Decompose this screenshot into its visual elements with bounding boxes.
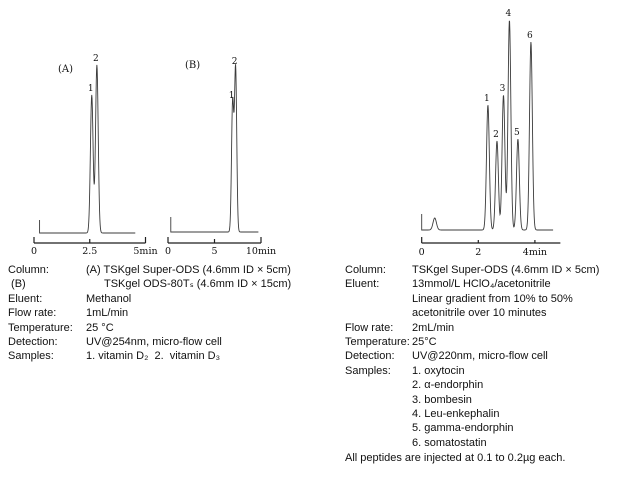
x-tick-label-a: 2.5: [82, 246, 97, 257]
condition-row-sample-2: 2. α-endorphin: [345, 378, 631, 392]
condition-label: [345, 292, 412, 306]
peak-label-c-3: 3: [500, 84, 506, 94]
condition-row-samples: Samples: 1. vitamin D₂ 2. vitamin D₃: [8, 349, 340, 363]
x-tick-label-c: 4min: [523, 247, 547, 258]
condition-row-sample-3: 3. bombesin: [345, 393, 631, 407]
peak-label-b-2: 2: [232, 57, 238, 67]
condition-label: [345, 421, 412, 435]
x-tick-label-b: 0: [165, 246, 171, 257]
condition-row-column: Column: (A) TSKgel Super-ODS (4.6mm ID ×…: [8, 263, 340, 277]
trace-line-c: [421, 20, 554, 231]
condition-value: 2. α-endorphin: [412, 379, 484, 392]
x-tick-label-a: 5min: [133, 246, 157, 257]
condition-row-sample-6: 6. somatostatin: [345, 436, 631, 450]
chromatogram-b: 1 2 (B) 0 5 10min: [165, 57, 276, 257]
condition-label: Eluent:: [345, 278, 380, 291]
condition-label: Detection:: [345, 350, 395, 363]
condition-row-temperature: Temperature: 25 °C: [8, 321, 340, 335]
condition-row-detection: Detection: UV@254nm, micro-flow cell: [8, 335, 340, 349]
peak-label-c-6: 6: [527, 31, 533, 41]
condition-row-gradient-2: acetonitrile over 10 minutes: [345, 306, 631, 320]
chromatogram-c: 1 2 3 4 5 6 0 2 4min: [419, 9, 561, 258]
condition-value: 5. gamma-endorphin: [412, 422, 514, 435]
condition-label: Column:: [345, 264, 386, 276]
condition-label: Temperature:: [345, 336, 410, 349]
condition-row-gradient-1: Linear gradient from 10% to 50%: [345, 292, 631, 306]
x-tick-label-c: 2: [475, 247, 481, 258]
trace-line-a: [39, 64, 136, 234]
chart-title-b: (B): [185, 60, 200, 71]
peak-label-c-2: 2: [493, 130, 499, 140]
condition-row-temperature: Temperature: 25°C: [345, 335, 631, 349]
condition-label: [345, 407, 412, 421]
trace-line-b: [170, 64, 259, 233]
condition-label: [345, 436, 412, 450]
x-tick-label-b: 5: [211, 246, 217, 257]
condition-value: 2mL/min: [412, 321, 455, 334]
condition-value: UV@254nm, micro-flow cell: [86, 336, 222, 349]
condition-row-flow-rate: Flow rate: 1mL/min: [8, 306, 340, 320]
condition-value: 3. bombesin: [412, 393, 472, 406]
condition-row-column: Column: TSKgel Super-ODS (4.6mm ID × 5cm…: [345, 263, 631, 277]
condition-value: Methanol: [86, 292, 132, 305]
condition-value: 4. Leu-enkephalin: [412, 408, 500, 421]
condition-value: 25 °C: [86, 321, 114, 334]
condition-row-detection: Detection: UV@220nm, micro-flow cell: [345, 349, 631, 363]
condition-label: (B): [8, 278, 26, 291]
condition-value: UV@220nm, micro-flow cell: [412, 350, 548, 363]
condition-row-eluent: Eluent: Methanol: [8, 292, 340, 306]
x-tick-label-a: 0: [31, 246, 37, 257]
condition-row-flow-rate: Flow rate: 2mL/min: [345, 321, 631, 335]
condition-label: Flow rate:: [8, 307, 57, 320]
peak-label-a-1: 1: [88, 84, 94, 94]
condition-label: Flow rate:: [345, 321, 394, 334]
condition-value: TSKgel ODS-80Tₛ (4.6mm ID × 15cm): [104, 278, 292, 291]
peak-label-c-5: 5: [514, 128, 520, 138]
condition-value: 1. oxytocin: [412, 364, 465, 377]
condition-value: 6. somatostatin: [412, 436, 487, 449]
conditions-left: Column: (A) TSKgel Super-ODS (4.6mm ID ×…: [8, 263, 340, 364]
chart-title-a: (A): [58, 64, 73, 75]
condition-label: Detection:: [8, 336, 58, 349]
condition-value: acetonitrile over 10 minutes: [412, 307, 547, 320]
peak-label-a-2: 2: [93, 54, 99, 64]
conditions-right: Column: TSKgel Super-ODS (4.6mm ID × 5cm…: [345, 263, 631, 466]
condition-value: 1. vitamin D₂ 2. vitamin D₃: [86, 350, 221, 363]
condition-row-sample-1: Samples: 1. oxytocin: [345, 364, 631, 378]
condition-row-sample-4: 4. Leu-enkephalin: [345, 407, 631, 421]
condition-label: Temperature:: [8, 321, 73, 334]
x-tick-label-c: 0: [419, 247, 425, 258]
injection-footnote: All peptides are injected at 0.1 to 0.2µ…: [345, 452, 566, 465]
condition-row-column-b: (B) TSKgel ODS-80Tₛ (4.6mm ID × 15cm): [8, 277, 340, 291]
condition-value: Linear gradient from 10% to 50%: [412, 292, 573, 305]
x-tick-label-b: 10min: [246, 246, 276, 257]
condition-label: [345, 306, 412, 320]
condition-label: [345, 378, 412, 392]
condition-label: Column:: [8, 264, 49, 276]
condition-value: 1mL/min: [86, 307, 129, 320]
peak-label-c-4: 4: [506, 9, 512, 19]
condition-value: 25°C: [412, 336, 437, 349]
condition-label: Eluent:: [8, 292, 43, 305]
condition-row-sample-5: 5. gamma-endorphin: [345, 421, 631, 435]
condition-value: 13mmol/L HClO₄/acetonitrile: [412, 278, 551, 291]
condition-label: [345, 393, 412, 407]
chromatogram-a: 1 2 (A) 0 2.5 5min: [31, 54, 158, 257]
peak-label-b-1: 1: [229, 91, 235, 101]
condition-label: Samples:: [8, 350, 54, 363]
condition-value: TSKgel Super-ODS (4.6mm ID × 5cm): [412, 264, 600, 276]
condition-value: (A) TSKgel Super-ODS (4.6mm ID × 5cm): [86, 264, 291, 276]
peak-label-c-1: 1: [484, 94, 490, 104]
condition-label: Samples:: [345, 364, 391, 377]
condition-row-eluent: Eluent: 13mmol/L HClO₄/acetonitrile: [345, 277, 631, 291]
